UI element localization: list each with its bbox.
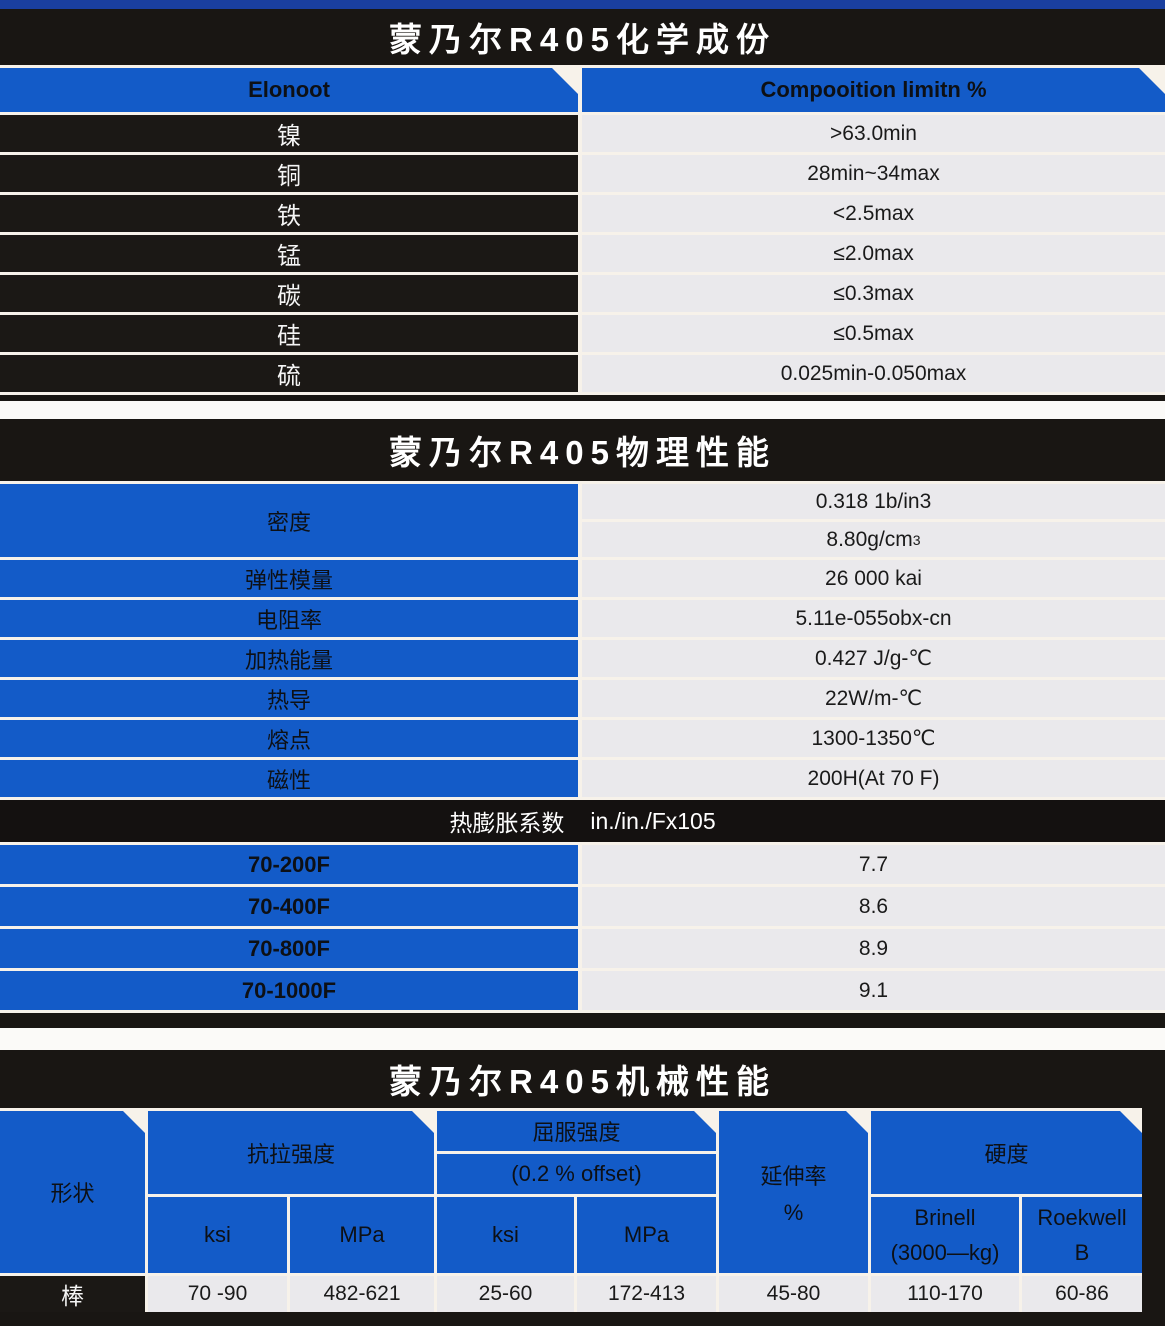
- tensile-ksi-value: 70 -90: [148, 1276, 287, 1312]
- hardness-header: 硬度: [871, 1111, 1142, 1194]
- table-row-magnetism: 磁性 200H(At 70 F): [0, 760, 1165, 797]
- value-cell: >63.0min: [582, 115, 1165, 152]
- table-row-heat-capacity: 加热能量 0.427 J/g-℃: [0, 640, 1165, 677]
- physical-table-rows: 密度 0.318 1b/in3 8.80g/cm 3 弹性模量 26 000 ka…: [0, 481, 1165, 1013]
- value-cell: 9.1: [582, 971, 1165, 1010]
- table-row-density: 密度 0.318 1b/in3 8.80g/cm 3: [0, 484, 1165, 557]
- brinell-subheader: Brinell (3000—kg): [871, 1197, 1019, 1273]
- value-cell: 200H(At 70 F): [582, 760, 1165, 797]
- composition-limit-column-header: Compooition limitn %: [582, 68, 1165, 112]
- element-cell: 镍: [0, 115, 578, 152]
- rockwell-subheader: Roekwell B: [1022, 1197, 1142, 1273]
- value-cell: 7.7: [582, 845, 1165, 884]
- value-cell: ≤2.0max: [582, 235, 1165, 272]
- table-row-expansion-70-400: 70-400F 8.6: [0, 887, 1165, 926]
- brinell-value: 110-170: [871, 1276, 1019, 1312]
- yield-strength-header: 屈服强度: [437, 1111, 716, 1151]
- element-cell: 硫: [0, 355, 578, 392]
- density-value-imperial: 0.318 1b/in3: [582, 484, 1165, 519]
- value-cell: 5.11e-055obx-cn: [582, 600, 1165, 637]
- value-cell: <2.5max: [582, 195, 1165, 232]
- yield-mpa-value: 172-413: [577, 1276, 716, 1312]
- temperature-range-cell: 70-800F: [0, 929, 578, 968]
- value-cell: 0.427 J/g-℃: [582, 640, 1165, 677]
- table-row-elastic-modulus: 弹性模量 26 000 kai: [0, 560, 1165, 597]
- temperature-range-cell: 70-200F: [0, 845, 578, 884]
- element-cell: 铁: [0, 195, 578, 232]
- tensile-strength-header: 抗拉强度: [148, 1111, 434, 1194]
- mechanical-table-grid: 形状 抗拉强度 屈服强度 (0.2 % offset) 延伸率 % 硬度 ksi…: [0, 1108, 1142, 1312]
- table-row-resistivity: 电阻率 5.11e-055obx-cn: [0, 600, 1165, 637]
- table-row-expansion-70-1000: 70-1000F 9.1: [0, 971, 1165, 1010]
- property-label-cell: 电阻率: [0, 600, 578, 637]
- property-label-cell: 弹性模量: [0, 560, 578, 597]
- brinell-load: (3000—kg): [890, 1239, 1000, 1265]
- elongation-value: 45-80: [719, 1276, 868, 1312]
- temperature-range-cell: 70-1000F: [0, 971, 578, 1010]
- property-label-cell: 熔点: [0, 720, 578, 757]
- page-top-accent-bar: [0, 0, 1165, 9]
- yield-ksi-value: 25-60: [437, 1276, 574, 1312]
- mechanical-table-title: 蒙乃尔R405机械性能: [389, 1063, 776, 1100]
- rockwell-label: Roekwell: [1037, 1204, 1127, 1230]
- table-row-sulfur: 硫 0.025min-0.050max: [0, 355, 1165, 392]
- value-cell: 22W/m-℃: [582, 680, 1165, 717]
- density-value-metric: 8.80g/cm 3: [582, 522, 1165, 557]
- tensile-ksi-subheader: ksi: [148, 1197, 287, 1273]
- value-cell: ≤0.5max: [582, 315, 1165, 352]
- thermal-expansion-band: 热膨胀系数 in./in./Fx105: [0, 800, 1165, 842]
- table-row-silicon: 硅 ≤0.5max: [0, 315, 1165, 352]
- value-cell: 28min~34max: [582, 155, 1165, 192]
- shape-column-header: 形状: [0, 1111, 145, 1273]
- value-cell: 26 000 kai: [582, 560, 1165, 597]
- thermal-expansion-label: 热膨胀系数: [449, 810, 565, 836]
- thermal-expansion-unit: in./in./Fx105: [590, 807, 716, 834]
- table-row-melting-point: 熔点 1300-1350℃: [0, 720, 1165, 757]
- table-row-copper: 铜 28min~34max: [0, 155, 1165, 192]
- property-label-cell: 磁性: [0, 760, 578, 797]
- density-values: 0.318 1b/in3 8.80g/cm 3: [582, 484, 1165, 557]
- value-cell: 8.9: [582, 929, 1165, 968]
- table-row-expansion-70-200: 70-200F 7.7: [0, 845, 1165, 884]
- elongation-label: 延伸率: [760, 1163, 827, 1189]
- tensile-mpa-value: 482-621: [290, 1276, 434, 1312]
- yield-ksi-subheader: ksi: [437, 1197, 574, 1273]
- chemical-table-rows: Elonoot Compooition limitn % 镍 >63.0min …: [0, 65, 1165, 395]
- physical-properties-table: 蒙乃尔R405物理性能 密度 0.318 1b/in3 8.80g/cm 3 弹性…: [0, 419, 1165, 1028]
- property-label-cell: 密度: [0, 484, 578, 557]
- rockwell-value: 60-86: [1022, 1276, 1142, 1312]
- table-row-nickel: 镍 >63.0min: [0, 115, 1165, 152]
- property-label-cell: 加热能量: [0, 640, 578, 677]
- element-cell: 锰: [0, 235, 578, 272]
- value-cell: 1300-1350℃: [582, 720, 1165, 757]
- value-cell: ≤0.3max: [582, 275, 1165, 312]
- chemical-composition-table: 蒙乃尔R405化学成份 Elonoot Compooition limitn %…: [0, 0, 1165, 401]
- chemical-table-title: 蒙乃尔R405化学成份: [389, 21, 776, 58]
- element-cell: 碳: [0, 275, 578, 312]
- value-cell: 0.025min-0.050max: [582, 355, 1165, 392]
- table-row-iron: 铁 <2.5max: [0, 195, 1165, 232]
- density-metric-text: 8.80g/cm: [826, 527, 913, 551]
- element-cell: 硅: [0, 315, 578, 352]
- yield-offset-subheader: (0.2 % offset): [437, 1154, 716, 1194]
- mechanical-properties-table: 蒙乃尔R405机械性能 形状 抗拉强度 屈服强度 (0.2 % offset) …: [0, 1050, 1165, 1326]
- shape-value-cell: 棒: [0, 1276, 145, 1312]
- table-row-expansion-70-800: 70-800F 8.9: [0, 929, 1165, 968]
- elongation-unit: %: [783, 1199, 804, 1225]
- yield-mpa-subheader: MPa: [577, 1197, 716, 1273]
- elongation-header: 延伸率 %: [719, 1111, 868, 1273]
- element-column-header: Elonoot: [0, 68, 578, 112]
- rockwell-scale: B: [1074, 1239, 1090, 1265]
- value-cell: 8.6: [582, 887, 1165, 926]
- temperature-range-cell: 70-400F: [0, 887, 578, 926]
- property-label-cell: 热导: [0, 680, 578, 717]
- tensile-mpa-subheader: MPa: [290, 1197, 434, 1273]
- chemical-header-row: Elonoot Compooition limitn %: [0, 68, 1165, 112]
- table-row-thermal-conductivity: 热导 22W/m-℃: [0, 680, 1165, 717]
- brinell-label: Brinell: [914, 1204, 976, 1230]
- element-cell: 铜: [0, 155, 578, 192]
- table-row-carbon: 碳 ≤0.3max: [0, 275, 1165, 312]
- table-row-manganese: 锰 ≤2.0max: [0, 235, 1165, 272]
- physical-table-title: 蒙乃尔R405物理性能: [389, 434, 776, 471]
